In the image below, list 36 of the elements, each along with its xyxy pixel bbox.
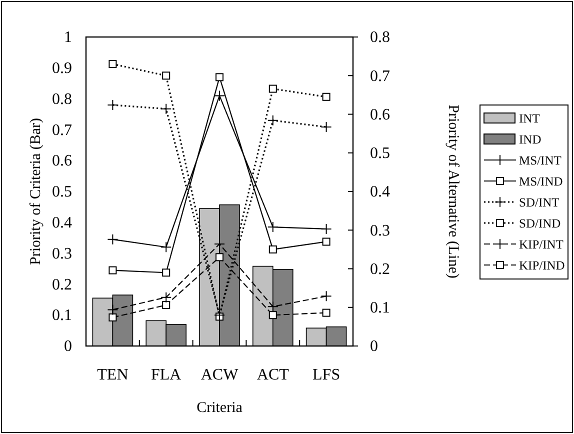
y2-tick-label: 0.4	[370, 184, 390, 201]
legend-label: IND	[519, 132, 542, 146]
legend-label: MS/INT	[519, 154, 562, 168]
y2-tick-label: 0	[370, 338, 378, 356]
y2-tick-label: 0.2	[370, 260, 390, 278]
legend-label: INT	[519, 112, 540, 126]
y2-tick-label: 0.5	[370, 144, 390, 162]
y-tick-label: 0.2	[52, 276, 72, 294]
y-tick-label: 0.4	[52, 214, 72, 232]
y-axis-title: Priority of Criteria (Bar)	[28, 118, 44, 266]
y2-tick-label: 0.1	[370, 299, 390, 316]
y-tick-label: 0.6	[52, 152, 72, 170]
x-tick-label: ACT	[256, 366, 290, 384]
legend-label: KIP/IND	[519, 258, 565, 272]
legend-label: SD/IND	[519, 216, 561, 230]
y2-tick-label: 0.7	[370, 68, 390, 85]
legend-label: KIP/INT	[519, 238, 564, 252]
y2-tick-label: 0.3	[370, 222, 390, 240]
x-axis-title: Criteria	[196, 400, 243, 416]
y-tick-label: 0.3	[52, 245, 72, 262]
x-tick-label: ACW	[200, 366, 240, 384]
y-tick-label: 0	[64, 338, 72, 356]
y2-axis-title: Priority of Alternative (Line)	[445, 104, 461, 278]
legend-label: SD/INT	[519, 196, 560, 210]
x-tick-label: FLA	[150, 366, 182, 384]
y2-tick-label: 0.8	[370, 29, 390, 46]
x-tick-label: TEN	[97, 366, 129, 384]
y-tick-label: 0.8	[52, 90, 72, 108]
y-tick-label: 0.7	[52, 122, 72, 139]
y-tick-label: 0.5	[52, 184, 72, 201]
y2-tick-label: 0.6	[370, 106, 390, 124]
legend-label: MS/IND	[519, 174, 563, 188]
y-tick-label: 0.9	[52, 60, 72, 78]
y-tick-label: 1	[64, 29, 72, 46]
y-tick-label: 0.1	[52, 307, 72, 324]
x-tick-label: LFS	[312, 366, 340, 384]
